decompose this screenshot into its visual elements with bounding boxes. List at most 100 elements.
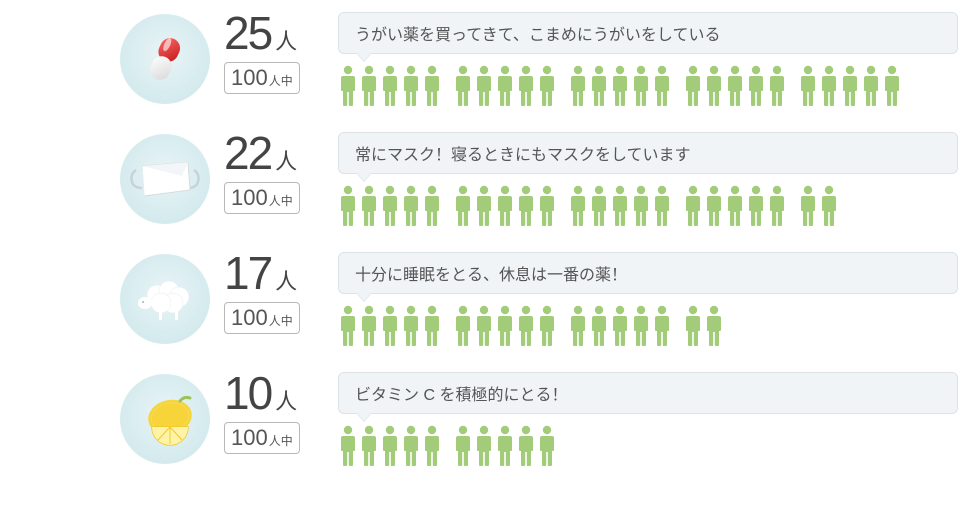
pill-icon (120, 14, 210, 104)
person-icon (652, 64, 672, 108)
person-icon (767, 64, 787, 108)
person-icon (537, 424, 557, 468)
people-pictogram (338, 304, 969, 348)
person-icon (537, 184, 557, 228)
people-pictogram (338, 64, 969, 108)
stat-column: 17人 100人中 (224, 250, 324, 334)
person-icon (568, 64, 588, 108)
person-icon (568, 304, 588, 348)
person-icon (516, 64, 536, 108)
person-icon (798, 64, 818, 108)
mask-icon (120, 134, 210, 224)
count-number: 22 (224, 130, 271, 176)
person-icon (401, 424, 421, 468)
person-icon (495, 64, 515, 108)
person-icon (610, 184, 630, 228)
infographic-row: 17人 100人中 十分に睡眠をとる、休息は一番の薬！ (0, 244, 969, 364)
denom-number: 100 (231, 305, 268, 331)
person-icon (474, 184, 494, 228)
count-unit: 人 (275, 151, 297, 173)
person-icon (516, 424, 536, 468)
people-pictogram (338, 184, 969, 228)
person-icon (704, 184, 724, 228)
person-icon (474, 424, 494, 468)
infographic-row: 22人 100人中 常にマスク！寝るときにもマスクをしています (0, 124, 969, 244)
content-column: 十分に睡眠をとる、休息は一番の薬！ (338, 250, 969, 348)
person-icon (453, 184, 473, 228)
person-icon (819, 64, 839, 108)
sheep-icon (120, 254, 210, 344)
person-icon (453, 64, 473, 108)
stat-column: 22人 100人中 (224, 130, 324, 214)
count-unit: 人 (275, 391, 297, 413)
content-column: 常にマスク！寝るときにもマスクをしています (338, 130, 969, 228)
person-icon (422, 424, 442, 468)
person-icon (725, 184, 745, 228)
person-icon (453, 304, 473, 348)
person-icon (631, 64, 651, 108)
denom-number: 100 (231, 185, 268, 211)
speech-bubble: 常にマスク！寝るときにもマスクをしています (338, 132, 958, 174)
count-unit: 人 (275, 271, 297, 293)
speech-bubble: 十分に睡眠をとる、休息は一番の薬！ (338, 252, 958, 294)
person-icon (746, 64, 766, 108)
count-number: 17 (224, 250, 271, 296)
person-icon (568, 184, 588, 228)
person-icon (338, 304, 358, 348)
person-icon (746, 184, 766, 228)
person-icon (537, 304, 557, 348)
person-icon (495, 184, 515, 228)
person-icon (610, 304, 630, 348)
person-icon (380, 424, 400, 468)
person-icon (359, 64, 379, 108)
person-icon (610, 64, 630, 108)
person-icon (840, 64, 860, 108)
person-icon (516, 184, 536, 228)
person-icon (704, 304, 724, 348)
denominator-box: 100人中 (224, 422, 300, 454)
denom-unit: 人中 (269, 72, 293, 89)
person-icon (422, 304, 442, 348)
person-icon (652, 304, 672, 348)
stat-column: 10人 100人中 (224, 370, 324, 454)
person-icon (819, 184, 839, 228)
person-icon (683, 64, 703, 108)
person-icon (401, 64, 421, 108)
person-icon (474, 304, 494, 348)
person-icon (725, 64, 745, 108)
count: 22人 (224, 130, 297, 176)
person-icon (652, 184, 672, 228)
denom-number: 100 (231, 425, 268, 451)
person-icon (474, 64, 494, 108)
person-icon (495, 424, 515, 468)
person-icon (422, 184, 442, 228)
count: 10人 (224, 370, 297, 416)
person-icon (338, 64, 358, 108)
person-icon (380, 304, 400, 348)
person-icon (338, 184, 358, 228)
person-icon (422, 64, 442, 108)
person-icon (798, 184, 818, 228)
denominator-box: 100人中 (224, 62, 300, 94)
person-icon (861, 64, 881, 108)
speech-bubble: うがい薬を買ってきて、こまめにうがいをしている (338, 12, 958, 54)
person-icon (359, 304, 379, 348)
person-icon (516, 304, 536, 348)
person-icon (683, 184, 703, 228)
person-icon (453, 424, 473, 468)
denominator-box: 100人中 (224, 182, 300, 214)
count-number: 10 (224, 370, 271, 416)
person-icon (359, 424, 379, 468)
content-column: ビタミン C を積極的にとる！ (338, 370, 969, 468)
content-column: うがい薬を買ってきて、こまめにうがいをしている (338, 10, 969, 108)
person-icon (589, 304, 609, 348)
person-icon (338, 424, 358, 468)
denom-number: 100 (231, 65, 268, 91)
person-icon (882, 64, 902, 108)
person-icon (589, 64, 609, 108)
person-icon (359, 184, 379, 228)
person-icon (380, 184, 400, 228)
count: 17人 (224, 250, 297, 296)
denominator-box: 100人中 (224, 302, 300, 334)
person-icon (631, 184, 651, 228)
